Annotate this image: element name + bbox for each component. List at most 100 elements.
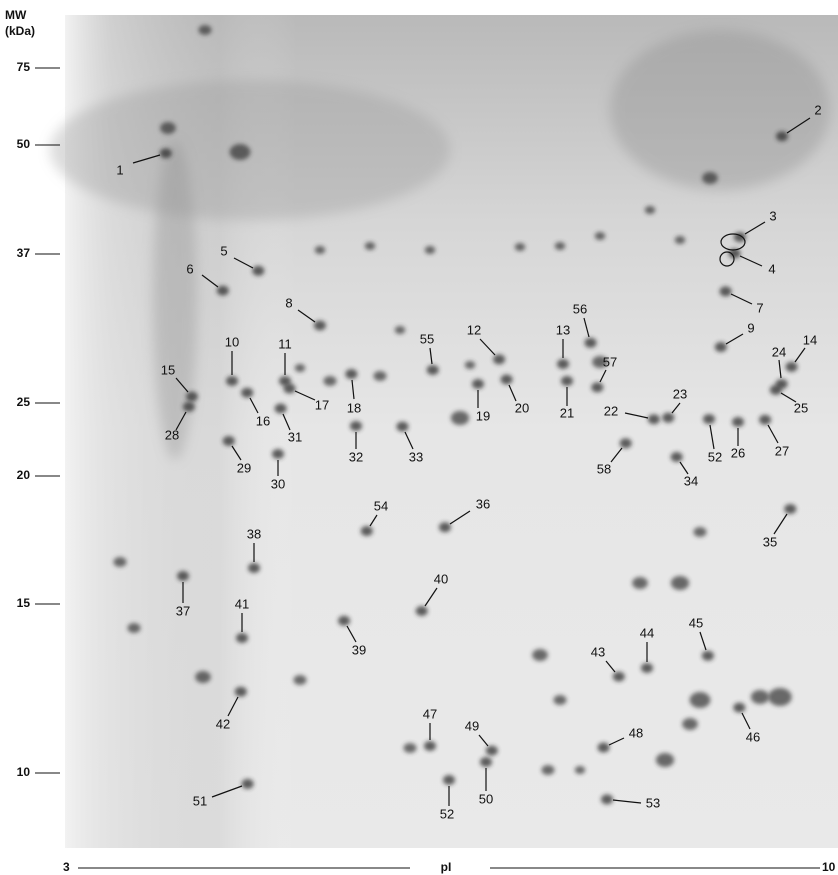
spot-label: 45	[689, 615, 703, 630]
spot	[532, 649, 548, 661]
spot	[365, 242, 375, 250]
spot	[555, 242, 565, 250]
spot-label: 3	[769, 208, 776, 223]
spot-label: 16	[256, 413, 270, 428]
spot	[439, 522, 451, 532]
spot-label: 29	[237, 460, 251, 475]
spot	[252, 266, 264, 276]
spot	[598, 743, 610, 753]
spot	[645, 206, 655, 214]
spot	[641, 663, 653, 673]
spot	[770, 385, 782, 395]
spot	[424, 741, 436, 751]
spot-label: 17	[315, 397, 329, 412]
spot-label: 7	[756, 300, 763, 315]
spot-label: 54	[374, 498, 388, 513]
mw-tick-label: 15	[17, 596, 31, 610]
spot	[427, 365, 439, 375]
spot-label: 51	[193, 793, 207, 808]
spot	[702, 172, 718, 184]
spot	[241, 388, 253, 398]
spot-label: 43	[591, 644, 605, 659]
spot-label: 47	[423, 706, 437, 721]
spot-label: 48	[629, 725, 643, 740]
spot-label: 38	[247, 526, 261, 541]
spot-label: 26	[731, 445, 745, 460]
spot-label: 11	[278, 336, 292, 351]
spot-label: 28	[165, 427, 179, 442]
spot-label: 57	[603, 354, 617, 369]
page: 1234567891011121314151617181920212223242…	[0, 0, 838, 875]
spot	[324, 376, 337, 386]
spot-label: 52	[440, 806, 454, 821]
mw-tick-label: 75	[17, 60, 31, 74]
spot	[682, 718, 698, 730]
mw-tick-label: 20	[17, 468, 31, 482]
spot	[230, 144, 251, 160]
mw-tick-label: 37	[17, 246, 31, 260]
spot-label: 33	[409, 449, 423, 464]
pi-label: pI	[441, 860, 452, 874]
spot-label: 32	[349, 449, 363, 464]
spot-label: 2	[814, 102, 821, 117]
spot	[416, 606, 428, 616]
spot	[554, 695, 567, 705]
spot	[732, 417, 744, 427]
spot	[733, 703, 745, 713]
spot-label: 20	[515, 400, 529, 415]
mw-tick-label: 10	[17, 765, 31, 779]
spot	[720, 286, 732, 296]
spot	[486, 746, 498, 756]
spot-label: 5	[220, 243, 227, 258]
spot-label: 8	[285, 295, 292, 310]
spot	[759, 415, 771, 425]
spot	[345, 369, 357, 379]
gel-smear	[610, 30, 830, 190]
spot	[350, 421, 362, 431]
spot	[248, 563, 260, 573]
spot	[671, 576, 689, 590]
spot	[374, 371, 387, 381]
spot	[160, 122, 176, 134]
spot-label: 12	[467, 322, 481, 337]
mw-title: MW	[5, 8, 27, 22]
spot-label: 58	[597, 461, 611, 476]
spot	[425, 246, 435, 254]
spot-label: 52	[708, 449, 722, 464]
pi-end: 10	[822, 860, 836, 874]
spot	[395, 326, 405, 334]
spot	[751, 690, 769, 704]
spot-label: 25	[794, 400, 808, 415]
spot	[160, 148, 172, 158]
spot-label: 36	[476, 496, 490, 511]
spot	[183, 402, 195, 412]
spot	[396, 422, 408, 432]
spot-label: 6	[186, 261, 193, 276]
spot	[404, 743, 417, 753]
spot	[236, 633, 248, 643]
spot	[703, 414, 715, 424]
spot	[226, 376, 238, 386]
spot	[451, 411, 469, 425]
spot	[235, 687, 247, 697]
spot-label: 39	[352, 642, 366, 657]
spot-label: 13	[556, 322, 570, 337]
gel-figure: 1234567891011121314151617181920212223242…	[0, 0, 838, 875]
spot	[199, 25, 212, 35]
spot-label: 34	[684, 473, 698, 488]
spot-label: 27	[775, 443, 789, 458]
pi-start: 3	[63, 860, 70, 874]
spot	[242, 779, 254, 789]
spot	[114, 557, 127, 567]
spot	[768, 688, 791, 706]
spot-label: 1	[116, 162, 123, 177]
spot-label: 18	[347, 400, 361, 415]
gel-streak	[153, 140, 197, 460]
spot	[694, 527, 707, 537]
spot	[542, 765, 555, 775]
spot	[613, 672, 625, 682]
spot-label: 23	[673, 386, 687, 401]
mw-tick-label: 50	[17, 137, 31, 151]
spot	[217, 286, 229, 296]
